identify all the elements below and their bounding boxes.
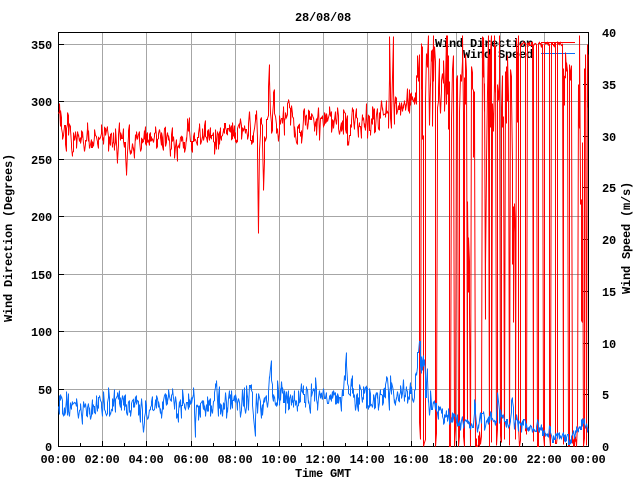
svg-text:10: 10 [602, 338, 616, 352]
svg-text:100: 100 [31, 326, 52, 340]
svg-text:Wind Speed (m/s): Wind Speed (m/s) [620, 182, 634, 294]
svg-text:Wind Direction (Degrees): Wind Direction (Degrees) [2, 154, 16, 322]
svg-text:200: 200 [31, 211, 52, 225]
svg-text:18:00: 18:00 [438, 453, 473, 467]
svg-text:35: 35 [602, 79, 616, 93]
svg-text:10:00: 10:00 [261, 453, 296, 467]
svg-text:50: 50 [38, 384, 52, 398]
svg-text:12:00: 12:00 [305, 453, 340, 467]
svg-text:25: 25 [602, 182, 616, 196]
svg-text:22:00: 22:00 [526, 453, 561, 467]
svg-text:20:00: 20:00 [482, 453, 517, 467]
svg-text:250: 250 [31, 154, 52, 168]
svg-text:30: 30 [602, 131, 616, 145]
svg-text:28/08/08: 28/08/08 [295, 11, 351, 25]
svg-text:04:00: 04:00 [128, 453, 163, 467]
svg-text:20: 20 [602, 234, 616, 248]
svg-text:300: 300 [31, 96, 52, 110]
svg-text:06:00: 06:00 [173, 453, 208, 467]
svg-text:14:00: 14:00 [349, 453, 384, 467]
svg-text:15: 15 [602, 286, 616, 300]
svg-text:00:00: 00:00 [570, 453, 605, 467]
svg-text:0: 0 [602, 441, 609, 455]
svg-text:40: 40 [602, 27, 616, 41]
svg-text:08:00: 08:00 [217, 453, 252, 467]
svg-text:350: 350 [31, 39, 52, 53]
svg-text:Wind Speed: Wind Speed [463, 48, 533, 62]
svg-text:Time GMT: Time GMT [295, 467, 351, 480]
svg-text:150: 150 [31, 269, 52, 283]
svg-text:00:00: 00:00 [40, 453, 75, 467]
svg-text:16:00: 16:00 [393, 453, 428, 467]
svg-text:5: 5 [602, 389, 609, 403]
svg-text:02:00: 02:00 [84, 453, 119, 467]
svg-text:0: 0 [45, 441, 52, 455]
